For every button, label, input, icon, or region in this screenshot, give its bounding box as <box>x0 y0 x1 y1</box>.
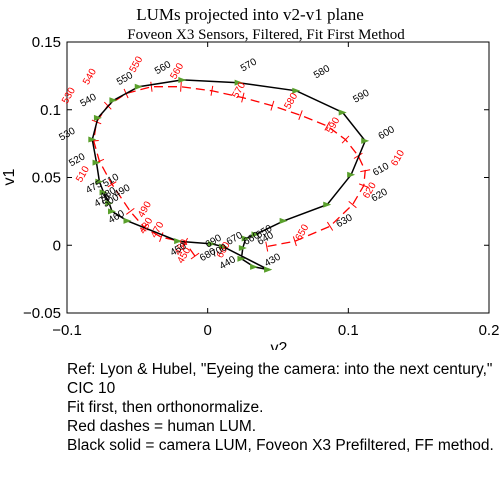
camera-wavelength-label: 670 <box>225 230 245 248</box>
human-wavelength-label: 590 <box>325 115 343 135</box>
camera-sample-marker <box>207 240 216 247</box>
human-lum-tick <box>326 221 334 231</box>
plot-frame <box>66 41 490 314</box>
chart-title: LUMs projected into v2-v1 plane <box>136 5 364 24</box>
human-lum-tick <box>210 85 214 96</box>
note-line: Ref: Lyon & Hubel, "Eyeing the camera: i… <box>67 361 493 397</box>
sample-markers <box>88 76 370 273</box>
human-lum-tick <box>125 207 135 215</box>
y-tick-label: 0.1 <box>40 102 61 119</box>
human-lum-tick <box>180 81 182 92</box>
camera-sample-marker <box>93 114 102 121</box>
camera-sample-marker <box>219 243 228 250</box>
camera-wavelength-label: 580 <box>312 63 332 81</box>
human-lum-tick <box>241 92 245 103</box>
camera-wavelength-label: 600 <box>377 124 397 142</box>
camera-sample-marker <box>174 238 183 245</box>
camera-sample-marker <box>250 263 259 270</box>
y-tick-label: 0.05 <box>32 170 61 187</box>
camera-sample-marker <box>99 189 108 196</box>
y-tick-label: −0.05 <box>23 305 61 322</box>
note-line: Black solid = camera LUM, Foveon X3 Pref… <box>67 437 494 454</box>
human-wavelength-label: 540 <box>81 67 99 87</box>
x-tick-label: 0 <box>203 322 211 339</box>
human-wavelength-label: 610 <box>389 148 407 168</box>
camera-sample-marker <box>292 87 301 94</box>
chart-subtitle: Foveon X3 Sensors, Filtered, Fit First M… <box>127 27 405 43</box>
human-wavelength-label: 580 <box>282 91 300 111</box>
x-tick-label: −0.1 <box>52 322 82 339</box>
camera-sample-marker <box>264 266 273 273</box>
human-lum-tick <box>360 169 371 173</box>
camera-sample-marker <box>109 97 118 104</box>
camera-wavelength-label: 590 <box>351 88 371 106</box>
human-lum-tick <box>265 241 269 252</box>
human-wavelength-label: 530 <box>60 85 78 105</box>
camera-sample-marker <box>323 201 332 208</box>
camera-sample-marker <box>105 200 114 207</box>
human-lum-tick <box>353 152 363 159</box>
chart: LUMs projected into v2-v1 plane Foveon X… <box>1 5 499 350</box>
human-lum-tick <box>270 100 275 111</box>
camera-wavelength-label: 430 <box>263 251 283 269</box>
camera-sample-marker <box>95 178 104 185</box>
human-lum-tick <box>159 232 164 242</box>
human-wavelength-label: 560 <box>168 61 186 81</box>
camera-sample-marker <box>108 208 117 215</box>
human-wavelength-label: 650 <box>294 222 312 242</box>
camera-wavelength-label: 540 <box>78 92 98 110</box>
human-lum-tick <box>358 183 369 188</box>
human-lum-tick <box>182 237 189 248</box>
human-lum-tick <box>107 181 117 188</box>
camera-sample-marker <box>361 137 370 144</box>
human-lum-tick <box>150 81 153 92</box>
human-wavelength-label: 510 <box>74 164 92 184</box>
x-tick-label: 0.1 <box>338 322 359 339</box>
camera-sample-marker <box>88 136 97 143</box>
reference-notes: Ref: Lyon & Hubel, "Eyeing the camera: i… <box>67 360 497 455</box>
camera-sample-marker <box>123 217 132 224</box>
camera-sample-marker <box>347 171 356 178</box>
human-lum-tick <box>324 121 331 131</box>
y-axis-label: v1 <box>1 168 18 185</box>
camera-sample-marker <box>92 159 101 166</box>
human-lum-tick <box>190 252 200 260</box>
human-lum-tick <box>348 201 357 209</box>
human-lum-tick <box>341 135 350 144</box>
camera-sample-marker <box>134 83 143 90</box>
camera-sample-marker <box>237 255 246 262</box>
camera-wavelength-label: 610 <box>371 161 391 179</box>
axis-ticks: −0.1 0 0.1 0.2 −0.05 0 0.05 0.1 0.15 <box>23 34 499 339</box>
camera-lum-curve <box>91 79 367 271</box>
camera-sample-marker <box>234 79 243 86</box>
camera-sample-marker <box>241 235 250 242</box>
camera-lum-line <box>91 79 367 271</box>
camera-sample-marker <box>338 109 347 116</box>
human-lum-tick <box>292 236 297 247</box>
camera-sample-marker <box>251 231 260 238</box>
camera-sample-marker <box>279 217 288 224</box>
x-tick-label: 0.2 <box>479 322 500 339</box>
camera-wavelength-label: 570 <box>239 56 259 74</box>
human-lum-curve <box>88 81 371 260</box>
human-lum-tick <box>298 110 303 121</box>
note-line: Red dashes = human LUM. <box>67 418 257 435</box>
y-tick-label: 0 <box>53 237 61 254</box>
camera-sample-marker <box>238 244 247 251</box>
camera-sample-marker <box>178 76 187 83</box>
y-tick-label: 0.15 <box>32 34 61 51</box>
x-axis-label: v2 <box>271 340 288 350</box>
note-line: Fit first, then orthonormalize. <box>67 399 264 416</box>
camera-wavelength-label: 630 <box>335 212 355 230</box>
human-lum-line <box>93 86 366 257</box>
camera-wavelength-label: 530 <box>57 125 77 143</box>
human-wavelength-label: 490 <box>136 199 154 219</box>
